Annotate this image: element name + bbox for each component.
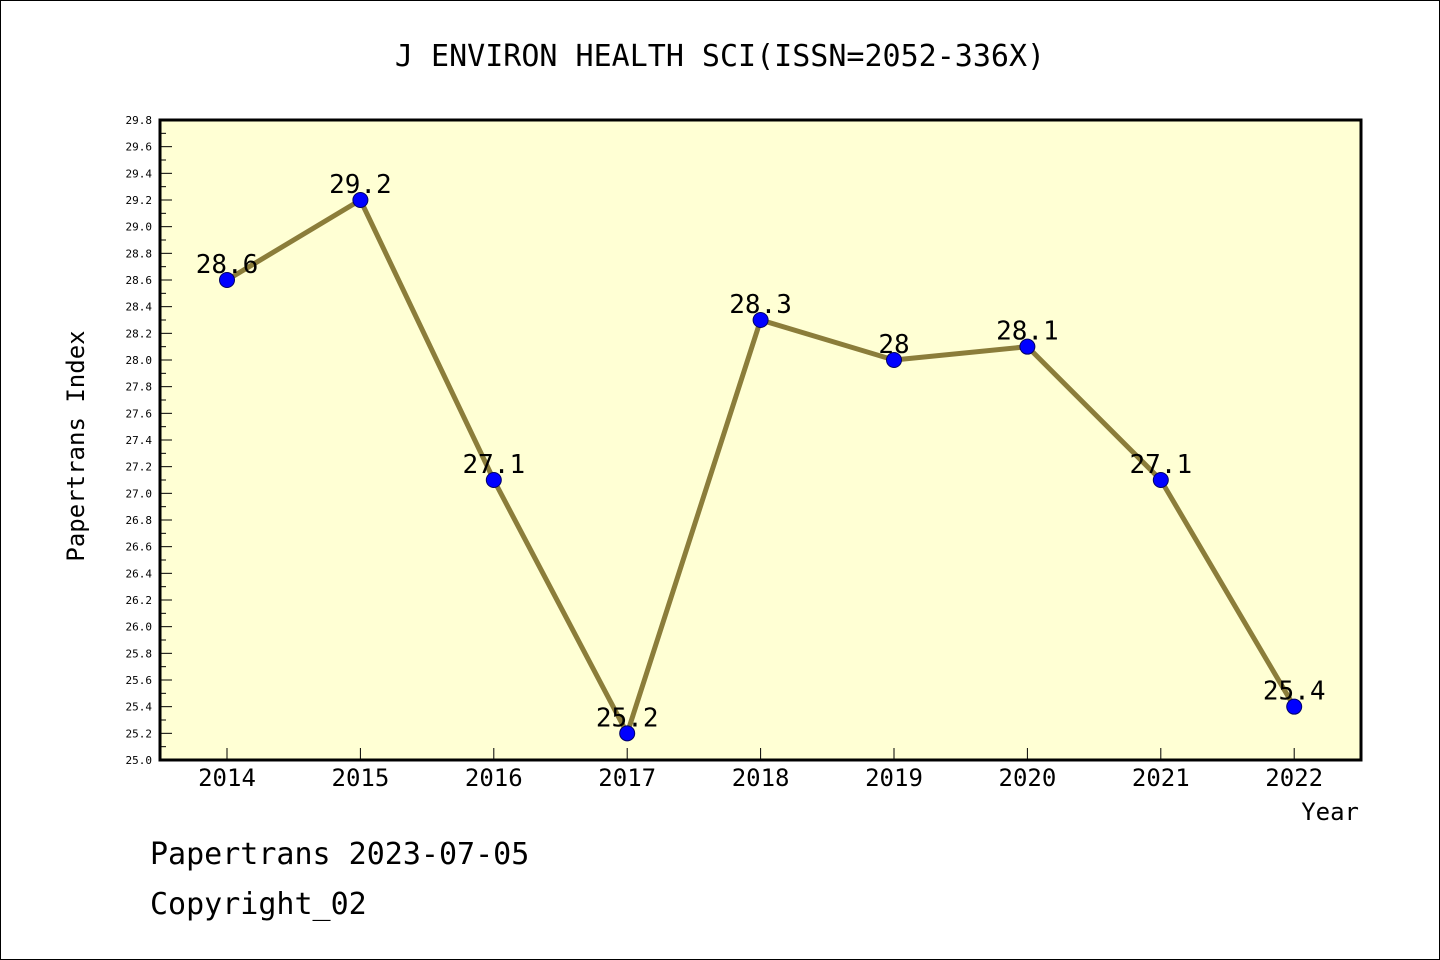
y-tick-label: 25.6 <box>126 674 153 687</box>
y-tick-label: 29.2 <box>126 194 153 207</box>
x-tick-label: 2018 <box>732 764 790 792</box>
x-tick-label: 2015 <box>332 764 390 792</box>
y-tick-label: 28.2 <box>126 327 153 340</box>
y-tick-label: 27.8 <box>126 381 153 394</box>
data-point-label: 28.1 <box>996 317 1059 347</box>
series-markers <box>219 192 1303 742</box>
data-point-label: 25.4 <box>1263 677 1326 707</box>
data-point-marker <box>619 725 636 742</box>
data-point-label: 28.6 <box>196 250 259 280</box>
y-tick-label: 25.2 <box>126 727 153 740</box>
data-point-label: 25.2 <box>596 703 659 733</box>
y-tick-label: 29.4 <box>126 167 153 180</box>
y-tick-label: 28.4 <box>126 301 153 314</box>
y-tick-label: 27.0 <box>126 487 153 500</box>
x-tick-label: 2021 <box>1132 764 1190 792</box>
data-point-marker <box>752 312 769 328</box>
x-tick-label: 2014 <box>198 764 256 792</box>
data-point-marker <box>485 472 502 488</box>
data-point-marker <box>219 272 235 288</box>
y-tick-label: 25.8 <box>126 647 153 660</box>
data-point-marker <box>1019 338 1036 355</box>
y-tick-label: 27.2 <box>126 461 153 474</box>
footer-date: Papertrans 2023-07-05 <box>150 837 529 872</box>
chart-title: J ENVIRON HEALTH SCI(ISSN=2052-336X) <box>395 39 1045 74</box>
y-tick-label: 29.6 <box>126 141 153 154</box>
data-point-label: 29.2 <box>329 170 392 200</box>
y-axis-title: Papertrans Index <box>62 330 90 561</box>
footer-copyright: Copyright_02 <box>150 887 367 922</box>
x-tick-label: 2017 <box>598 764 656 792</box>
y-tick-label: 29.8 <box>126 114 153 127</box>
y-tick-label: 27.6 <box>126 407 153 420</box>
y-axis-ticks: 25.0 25.2 25.4 25.6 25.8 26.0 26.2 26.4 26.6 26.8… <box>126 114 172 767</box>
data-point-label: 27.1 <box>1129 450 1192 480</box>
x-axis-title: Year <box>1301 798 1359 826</box>
x-tick-label: 2022 <box>1265 764 1323 792</box>
data-point-marker <box>352 192 369 208</box>
y-tick-label: 26.6 <box>126 541 153 554</box>
data-labels: 28.6 29.2 27.1 25.2 28.3 28 28.1 27.1 25.4 <box>196 170 1326 733</box>
data-point-marker <box>1286 698 1303 715</box>
y-tick-label: 28.6 <box>126 274 153 287</box>
y-tick-label: 25.4 <box>126 701 153 714</box>
x-tick-label: 2019 <box>865 764 923 792</box>
y-tick-label: 26.2 <box>126 594 153 607</box>
y-tick-label: 28.8 <box>126 247 153 260</box>
y-tick-label: 26.0 <box>126 621 153 634</box>
data-point-marker <box>886 352 902 368</box>
y-tick-label: 26.4 <box>126 567 153 580</box>
data-point-label: 27.1 <box>462 450 525 480</box>
data-point-marker <box>1152 472 1169 488</box>
y-tick-label: 27.4 <box>126 434 153 447</box>
data-point-label: 28.3 <box>729 290 792 320</box>
plot-area <box>158 118 1363 762</box>
x-tick-label: 2020 <box>999 764 1057 792</box>
x-tick-label: 2016 <box>465 764 523 792</box>
x-axis-ticks: 2014 2015 2016 2017 2018 2019 2020 2021 2022 <box>198 748 1323 792</box>
y-tick-label: 25.0 <box>126 754 153 767</box>
data-point-label: 28 <box>878 330 909 360</box>
y-tick-label: 29.0 <box>126 221 153 234</box>
y-tick-label: 26.8 <box>126 514 153 527</box>
y-tick-label: 28.0 <box>126 354 153 367</box>
